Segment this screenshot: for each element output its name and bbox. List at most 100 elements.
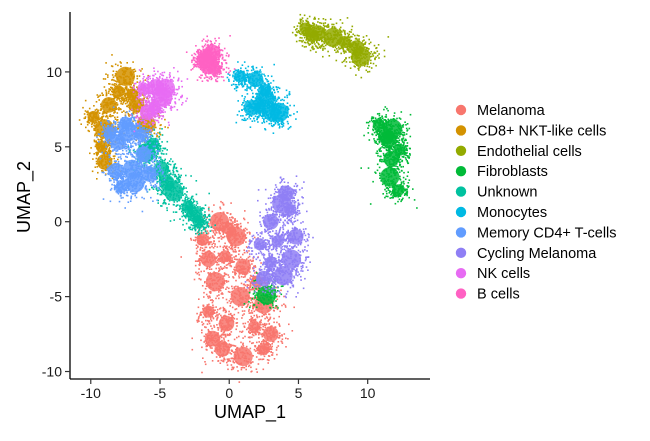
point: [323, 40, 325, 43]
point: [350, 39, 353, 42]
point: [367, 167, 370, 169]
point: [373, 119, 375, 122]
point: [281, 304, 283, 307]
point: [228, 276, 230, 278]
point: [253, 314, 255, 317]
point: [220, 316, 223, 318]
point: [317, 21, 319, 23]
point: [363, 39, 365, 41]
point: [217, 329, 220, 331]
point: [244, 230, 246, 232]
point: [109, 150, 112, 152]
point: [108, 153, 110, 155]
point: [232, 277, 235, 279]
point: [405, 154, 407, 157]
point: [364, 41, 367, 44]
point: [127, 98, 130, 101]
point: [221, 339, 223, 342]
point: [224, 358, 226, 361]
point: [247, 279, 250, 281]
point: [94, 140, 96, 143]
point: [85, 111, 88, 113]
point: [336, 50, 339, 52]
point: [392, 159, 394, 161]
point: [96, 178, 98, 180]
point: [248, 364, 251, 367]
point: [198, 231, 200, 234]
point: [324, 22, 327, 24]
point: [195, 271, 197, 274]
point: [331, 41, 334, 43]
point: [327, 23, 330, 26]
point: [136, 77, 139, 80]
point: [232, 261, 234, 263]
point: [336, 48, 338, 50]
point: [406, 123, 409, 125]
point: [403, 139, 406, 142]
point: [132, 96, 135, 98]
point: [102, 170, 104, 172]
point: [394, 202, 397, 205]
point: [405, 152, 407, 155]
point: [376, 150, 379, 152]
point: [95, 153, 98, 156]
point: [98, 151, 101, 153]
point: [236, 223, 239, 225]
point: [241, 314, 244, 317]
point: [248, 250, 250, 252]
point: [132, 82, 134, 84]
point: [122, 101, 125, 104]
point: [352, 33, 354, 36]
point: [102, 78, 105, 80]
point: [132, 112, 134, 114]
point: [109, 89, 112, 91]
point: [245, 241, 247, 243]
point: [392, 196, 394, 199]
point: [404, 146, 407, 148]
point: [228, 239, 230, 241]
point: [344, 32, 346, 35]
point: [302, 39, 304, 42]
point: [258, 332, 261, 334]
point: [133, 68, 136, 71]
point: [362, 36, 365, 38]
point: [84, 116, 87, 118]
point: [354, 34, 356, 37]
point: [392, 143, 395, 146]
point: [305, 45, 307, 48]
point: [299, 13, 302, 16]
point: [249, 232, 251, 234]
point-core: [204, 330, 221, 347]
point: [399, 177, 401, 180]
point: [220, 330, 223, 333]
point: [321, 45, 323, 48]
point: [281, 338, 284, 340]
point: [273, 317, 275, 320]
point: [248, 308, 250, 311]
point: [116, 119, 118, 121]
point: [321, 39, 323, 42]
point: [248, 291, 251, 294]
point: [98, 99, 100, 101]
point: [314, 43, 316, 45]
point: [337, 46, 340, 48]
point: [256, 347, 258, 350]
point: [233, 236, 236, 238]
point: [400, 133, 403, 135]
point: [403, 183, 405, 185]
point: [378, 57, 380, 59]
point: [226, 301, 229, 304]
point: [257, 288, 259, 290]
point: [205, 285, 208, 287]
point: [370, 119, 373, 122]
point: [277, 290, 279, 292]
point: [335, 22, 338, 25]
point: [250, 362, 252, 365]
point: [98, 112, 101, 114]
point: [246, 258, 248, 260]
point: [254, 350, 257, 352]
point: [222, 360, 224, 362]
point: [257, 302, 260, 304]
point: [379, 174, 381, 177]
point: [266, 359, 269, 361]
